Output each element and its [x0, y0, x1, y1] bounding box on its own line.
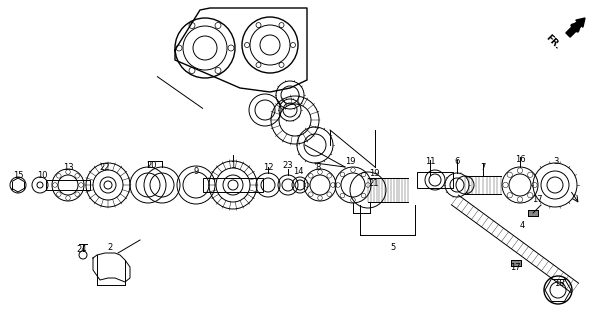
Text: 18: 18	[554, 279, 565, 289]
Text: 20: 20	[147, 161, 157, 170]
Text: 13: 13	[63, 164, 73, 172]
Text: 3: 3	[554, 157, 558, 166]
Text: 15: 15	[13, 171, 23, 180]
Text: 8: 8	[315, 164, 320, 172]
Text: 24: 24	[77, 245, 87, 254]
Text: 10: 10	[37, 171, 47, 180]
Text: 17: 17	[510, 263, 520, 273]
Bar	[46, 180, 90, 190]
Bar	[511, 260, 521, 266]
Bar	[417, 172, 453, 188]
Text: 9: 9	[193, 167, 199, 177]
Text: 14: 14	[293, 167, 303, 177]
Text: 7: 7	[480, 164, 486, 172]
Text: 19: 19	[345, 157, 355, 166]
Text: FR.: FR.	[544, 33, 562, 51]
Text: 11: 11	[425, 157, 435, 166]
Text: 19: 19	[369, 169, 379, 178]
Text: 2: 2	[108, 244, 113, 252]
Bar	[511, 260, 521, 266]
Text: 23: 23	[283, 161, 293, 170]
Text: 1: 1	[231, 161, 236, 170]
Text: 5: 5	[391, 244, 395, 252]
Text: 16: 16	[515, 156, 525, 164]
Bar	[203, 178, 263, 192]
Text: 21: 21	[369, 179, 379, 188]
Bar	[528, 210, 538, 216]
FancyArrow shape	[566, 18, 585, 37]
Text: 4: 4	[520, 220, 525, 229]
Text: 17: 17	[532, 196, 542, 204]
Text: 6: 6	[454, 157, 459, 166]
Text: 22: 22	[100, 164, 110, 172]
Text: 12: 12	[263, 164, 273, 172]
Bar	[528, 210, 538, 216]
